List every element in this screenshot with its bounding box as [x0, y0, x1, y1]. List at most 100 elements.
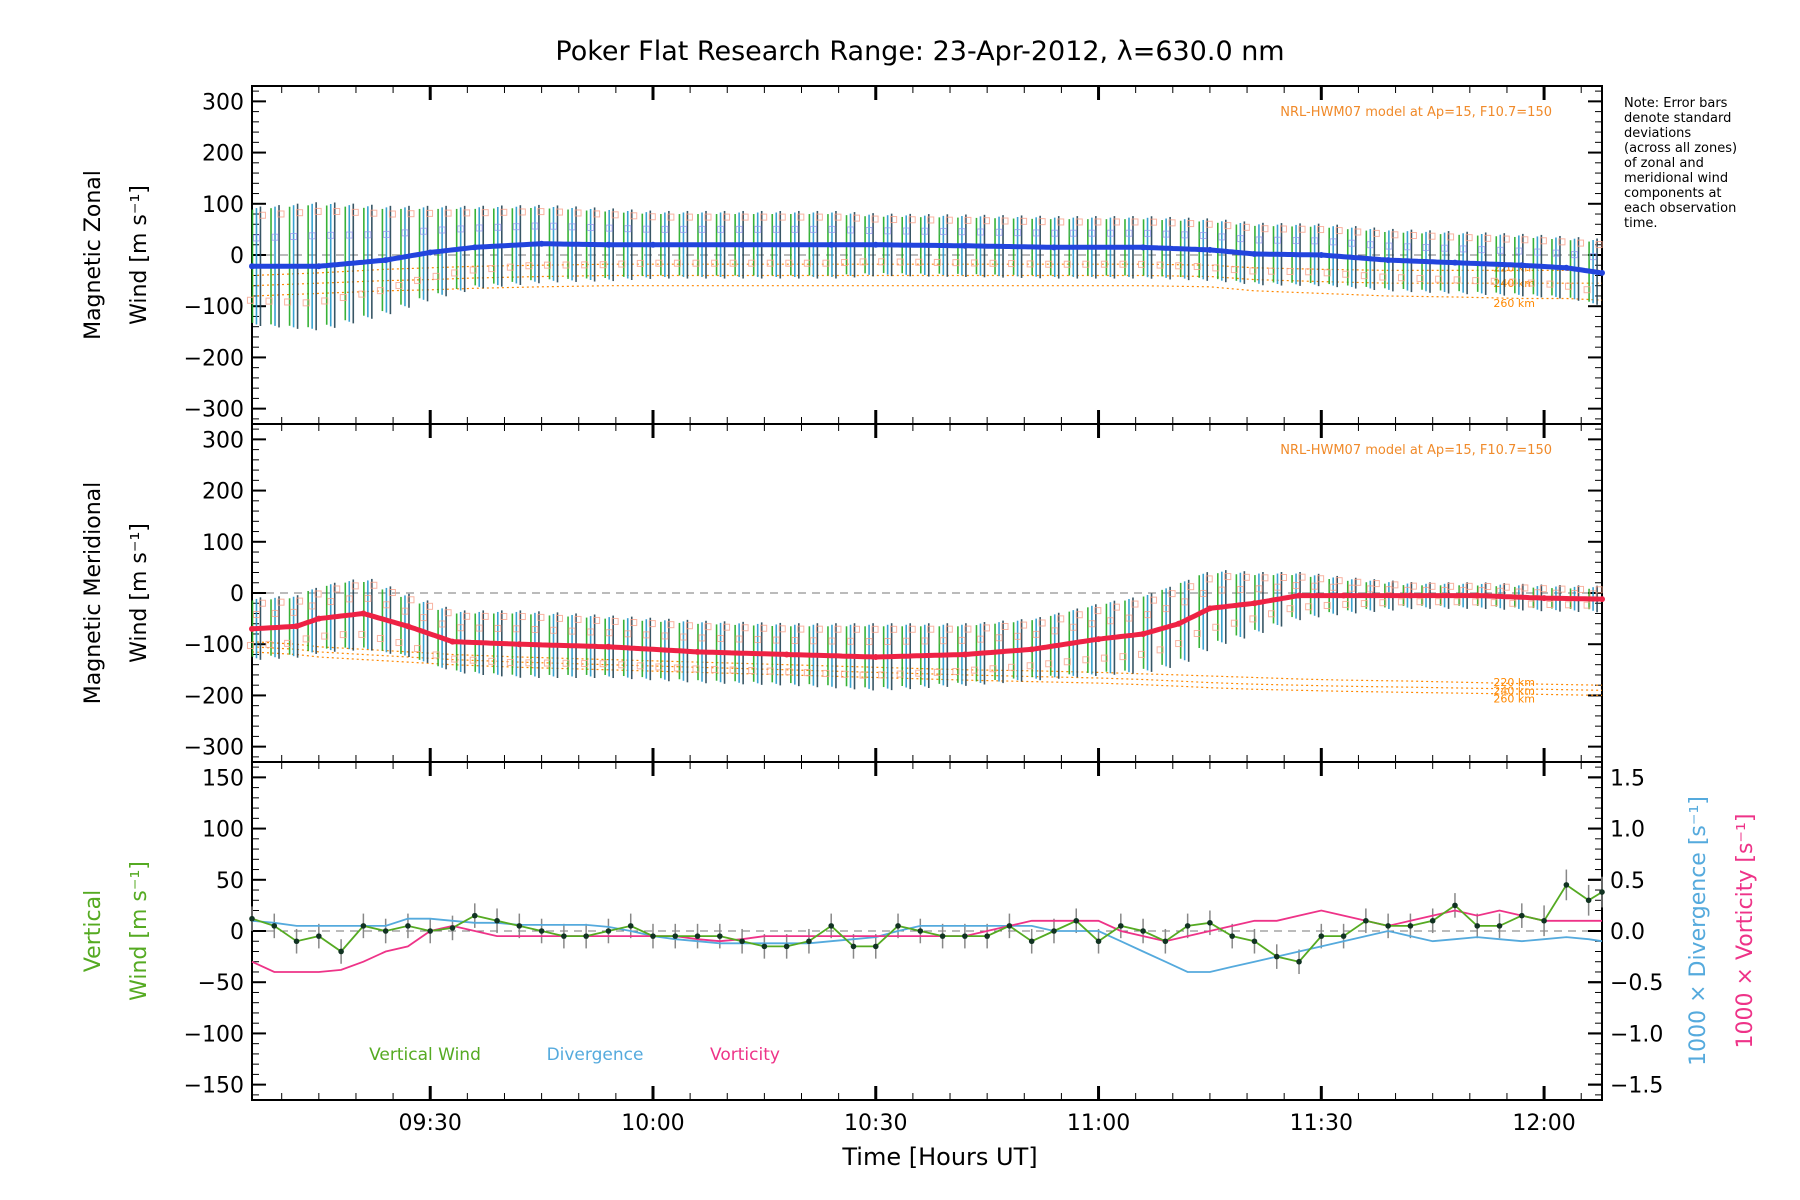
zone-wind-marker	[902, 227, 910, 235]
zone-wind-marker	[1416, 598, 1424, 606]
vertical-wind-point	[1585, 897, 1592, 904]
zone-wind-marker	[1472, 277, 1480, 285]
vertical-wind-point	[1519, 912, 1525, 919]
zone-wind-marker	[1372, 580, 1380, 588]
zone-wind-marker	[785, 668, 793, 676]
zone-wind-marker	[1162, 605, 1170, 613]
vertical-wind-point	[850, 943, 857, 950]
zone-wind-marker	[1150, 596, 1158, 604]
zone-wind-marker	[1571, 251, 1579, 259]
zone-wind-marker	[1348, 239, 1356, 247]
model-curve	[251, 285, 1603, 301]
zone-wind-marker	[1428, 582, 1436, 590]
zone-wind-marker	[494, 624, 502, 632]
zone-wind-marker	[630, 619, 638, 627]
zone-wind-marker	[481, 612, 489, 620]
vertical-wind-point	[739, 938, 745, 945]
zone-wind-marker	[989, 665, 997, 673]
zone-wind-marker	[952, 259, 960, 267]
zone-wind-marker	[679, 633, 687, 641]
mean-wind-point	[605, 643, 612, 650]
zone-wind-marker	[1496, 246, 1504, 254]
zone-wind-marker	[841, 670, 849, 678]
zone-wind-marker	[976, 228, 984, 236]
zone-wind-marker	[463, 612, 471, 620]
zone-wind-marker	[1565, 601, 1573, 609]
zone-wind-marker	[1267, 267, 1275, 275]
zone-wind-marker	[1199, 589, 1207, 597]
zone-wind-marker	[1490, 599, 1498, 607]
zone-wind-marker	[475, 624, 483, 632]
zone-wind-marker	[321, 297, 329, 305]
zone-wind-marker	[1014, 229, 1022, 237]
vertical-wind-point	[471, 912, 478, 919]
y-tick-label: −150	[184, 1074, 244, 1099]
zone-wind-marker	[1088, 229, 1096, 237]
zone-wind-marker	[284, 639, 292, 647]
zone-wind-marker	[1082, 260, 1090, 268]
zone-wind-marker	[1144, 611, 1152, 619]
zone-wind-marker	[488, 265, 496, 273]
zone-wind-marker	[457, 225, 465, 233]
zone-wind-marker	[1261, 225, 1269, 233]
vertical-wind-point	[895, 923, 901, 929]
zone-wind-marker	[438, 620, 446, 628]
zone-wind-marker	[896, 258, 904, 266]
zone-wind-marker	[760, 624, 768, 632]
zone-wind-marker	[828, 225, 836, 233]
zone-wind-marker	[1447, 233, 1455, 241]
zone-wind-marker	[884, 637, 892, 645]
mean-wind-point	[1518, 262, 1525, 269]
zone-wind-marker	[692, 259, 700, 267]
vertical-wind-point	[427, 928, 434, 934]
zone-wind-marker	[982, 217, 990, 225]
zone-wind-marker	[711, 665, 719, 673]
zone-wind-marker	[382, 230, 390, 238]
zone-wind-marker	[1360, 600, 1368, 608]
mean-wind-point	[1407, 592, 1414, 599]
y2-tick-label: 0.0	[1610, 920, 1645, 945]
vertical-wind-point	[249, 915, 255, 922]
vertical-wind-point	[761, 943, 768, 950]
divergence-axis-label: 1000 × Divergence [s⁻¹]	[1686, 796, 1711, 1066]
zone-wind-marker	[661, 632, 669, 640]
zone-wind-marker	[407, 596, 415, 604]
vertical-wind-point	[316, 933, 322, 939]
zone-wind-marker	[1459, 245, 1467, 253]
zone-wind-marker	[581, 659, 589, 667]
zone-wind-marker	[321, 632, 329, 640]
zone-wind-marker	[555, 208, 563, 216]
vertical-wind-point	[1296, 958, 1302, 965]
zone-wind-marker	[902, 637, 910, 645]
zone-wind-marker	[1014, 632, 1022, 640]
zone-wind-marker	[1595, 586, 1603, 594]
zone-wind-marker	[1032, 229, 1040, 237]
zone-wind-marker	[982, 624, 990, 632]
vertical-wind-point	[1140, 928, 1146, 934]
zone-wind-marker	[1472, 598, 1480, 606]
mean-wind-point	[516, 641, 523, 648]
zone-wind-marker	[1094, 607, 1102, 615]
zone-wind-marker	[284, 298, 292, 306]
zone-wind-marker	[1187, 220, 1195, 228]
model-height-label: 220 km	[1493, 676, 1535, 689]
zone-wind-marker	[1305, 268, 1313, 276]
zone-wind-marker	[1267, 610, 1275, 618]
model-note: NRL-HWM07 model at Ap=15, F10.7=150	[1280, 105, 1552, 120]
zone-wind-marker	[1539, 237, 1547, 245]
mean-wind-point	[739, 241, 746, 248]
zone-wind-marker	[432, 651, 440, 659]
time-axis: 09:30 10:00 10:30 11:00 11:30 12:00	[399, 1111, 1576, 1136]
mean-wind-point	[1206, 246, 1213, 253]
zone-wind-marker	[1348, 584, 1356, 592]
zone-wind-marker	[525, 659, 533, 667]
zone-wind-marker	[1428, 232, 1436, 240]
zone-wind-marker	[296, 209, 304, 217]
zone-wind-marker	[1533, 248, 1541, 256]
zone-wind-marker	[444, 609, 452, 617]
vertical-wind-point	[1429, 917, 1436, 924]
zone-wind-marker	[568, 627, 576, 635]
zone-wind-marker	[865, 226, 873, 234]
mean-wind-point	[649, 241, 656, 248]
zone-wind-marker	[822, 259, 830, 267]
